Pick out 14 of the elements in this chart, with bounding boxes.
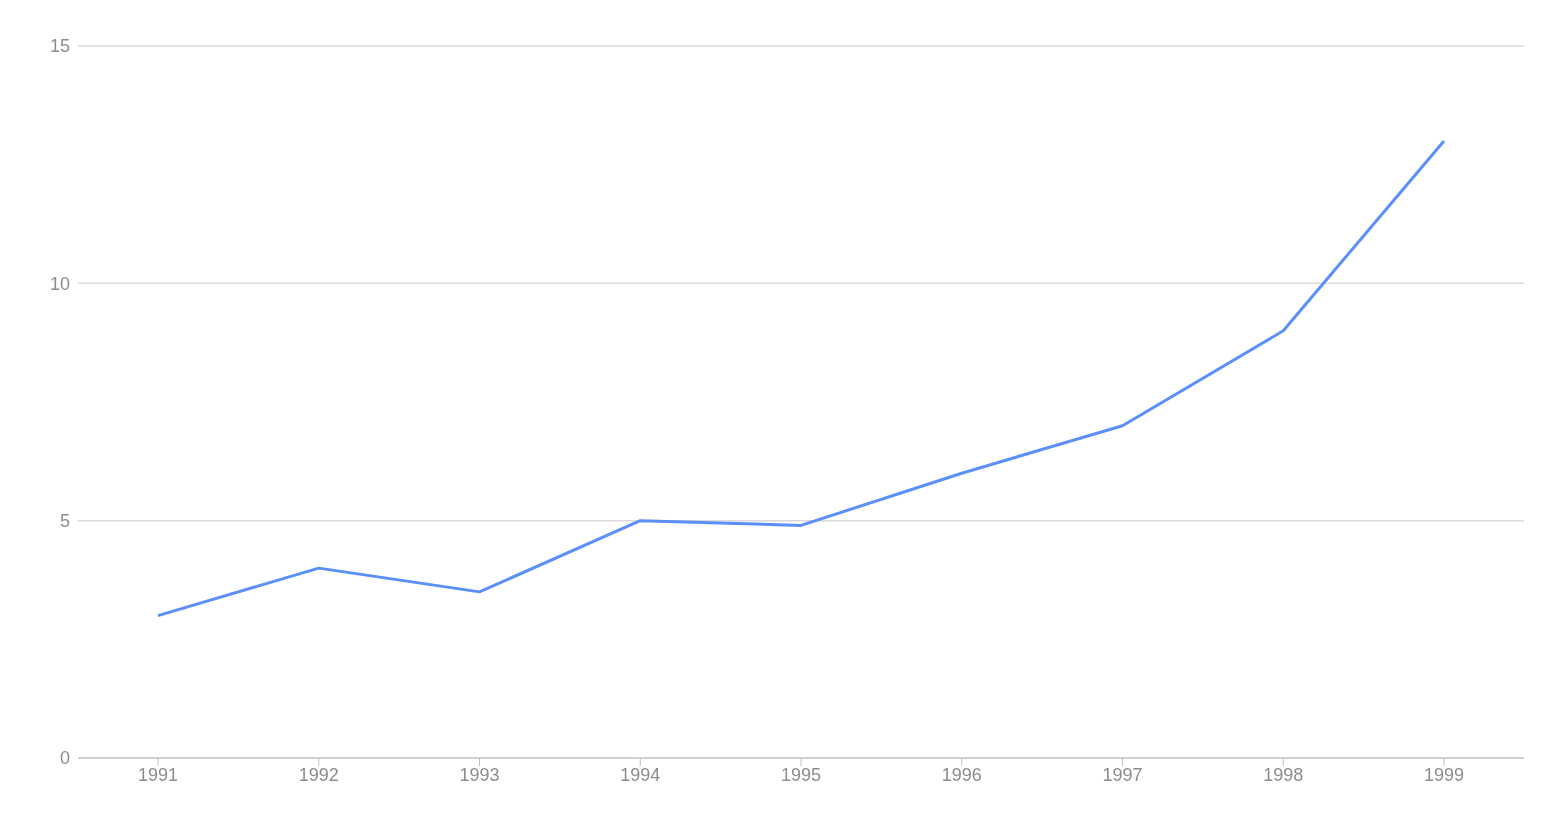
x-tick-label: 1993 [459,764,500,785]
y-tick-label: 0 [59,748,70,769]
y-tick-label: 10 [49,273,70,294]
y-tick-label: 15 [49,36,70,57]
x-tick-label: 1991 [137,764,179,785]
x-tick-label: 1992 [298,764,339,785]
line-series [156,139,1446,618]
x-tick-label: 1998 [1263,764,1304,785]
x-tick-label: 1994 [620,764,661,785]
x-tick-label: 1996 [941,764,982,785]
x-tick-label: 1997 [1102,764,1143,785]
x-tick-label: 1999 [1423,764,1465,785]
y-tick-label: 5 [59,511,70,532]
x-tick-label: 1995 [780,764,822,785]
